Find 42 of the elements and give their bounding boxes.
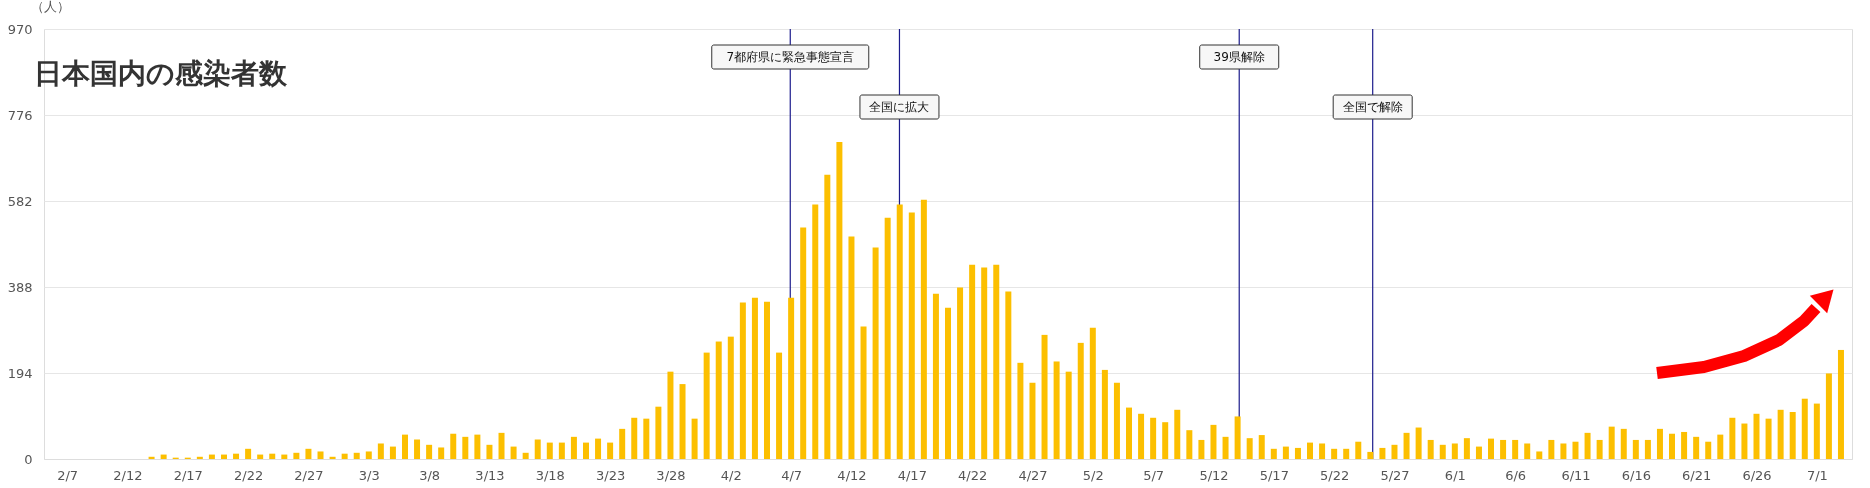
text: 日本国内の感染者数 xyxy=(34,57,288,90)
x-tick-label: 7/1 xyxy=(1806,467,1828,483)
x-tick-label: 2/22 xyxy=(234,467,264,483)
ref-line-label: 39県解除 xyxy=(1213,50,1265,64)
x-tick-label: 6/21 xyxy=(1682,467,1712,483)
x-tick-label: 4/7 xyxy=(781,467,803,483)
y-tick-label: 194 xyxy=(7,365,33,381)
x-tick-label: 5/27 xyxy=(1380,467,1410,483)
y-tick-label: 582 xyxy=(7,193,33,209)
y-axis-title: （人） xyxy=(30,0,70,14)
x-tick-label: 2/12 xyxy=(113,467,143,483)
y-tick-label: 776 xyxy=(7,107,33,123)
x-tick-label: 6/16 xyxy=(1621,467,1651,483)
x-tick-label: 4/12 xyxy=(837,467,867,483)
ref-line-label: 全国で解除 xyxy=(1342,100,1403,114)
ref-line-label: 全国に拡大 xyxy=(869,100,930,114)
y-tick-label: 970 xyxy=(7,21,33,37)
x-tick-label: 4/17 xyxy=(897,467,927,483)
x-tick-label: 3/28 xyxy=(656,467,686,483)
x-tick-label: 6/26 xyxy=(1742,467,1772,483)
x-tick-label: 5/2 xyxy=(1082,467,1104,483)
x-tick-label: 5/12 xyxy=(1199,467,1229,483)
y-tick-label: 0 xyxy=(24,451,33,467)
x-tick-label: 6/11 xyxy=(1561,467,1591,483)
x-tick-label: 3/3 xyxy=(358,467,380,483)
x-tick-label: 5/7 xyxy=(1143,467,1165,483)
x-tick-label: 2/27 xyxy=(294,467,324,483)
x-tick-label: 5/22 xyxy=(1320,467,1350,483)
x-tick-label: 4/27 xyxy=(1018,467,1048,483)
x-tick-label: 6/6 xyxy=(1505,467,1527,483)
x-tick-label: 6/1 xyxy=(1444,467,1466,483)
x-tick-label: 4/22 xyxy=(958,467,988,483)
ref-line-label: 7都府県に緊急事態宣言 xyxy=(726,50,855,64)
x-tick-label: 3/13 xyxy=(475,467,505,483)
x-tick-label: 3/23 xyxy=(596,467,626,483)
x-tick-label: 3/18 xyxy=(535,467,565,483)
x-tick-label: 2/17 xyxy=(173,467,203,483)
y-tick-label: 388 xyxy=(7,279,33,295)
x-tick-label: 3/8 xyxy=(419,467,441,483)
x-tick-label: 5/17 xyxy=(1259,467,1289,483)
x-tick-label: 4/2 xyxy=(720,467,742,483)
x-tick-label: 2/7 xyxy=(57,467,79,483)
